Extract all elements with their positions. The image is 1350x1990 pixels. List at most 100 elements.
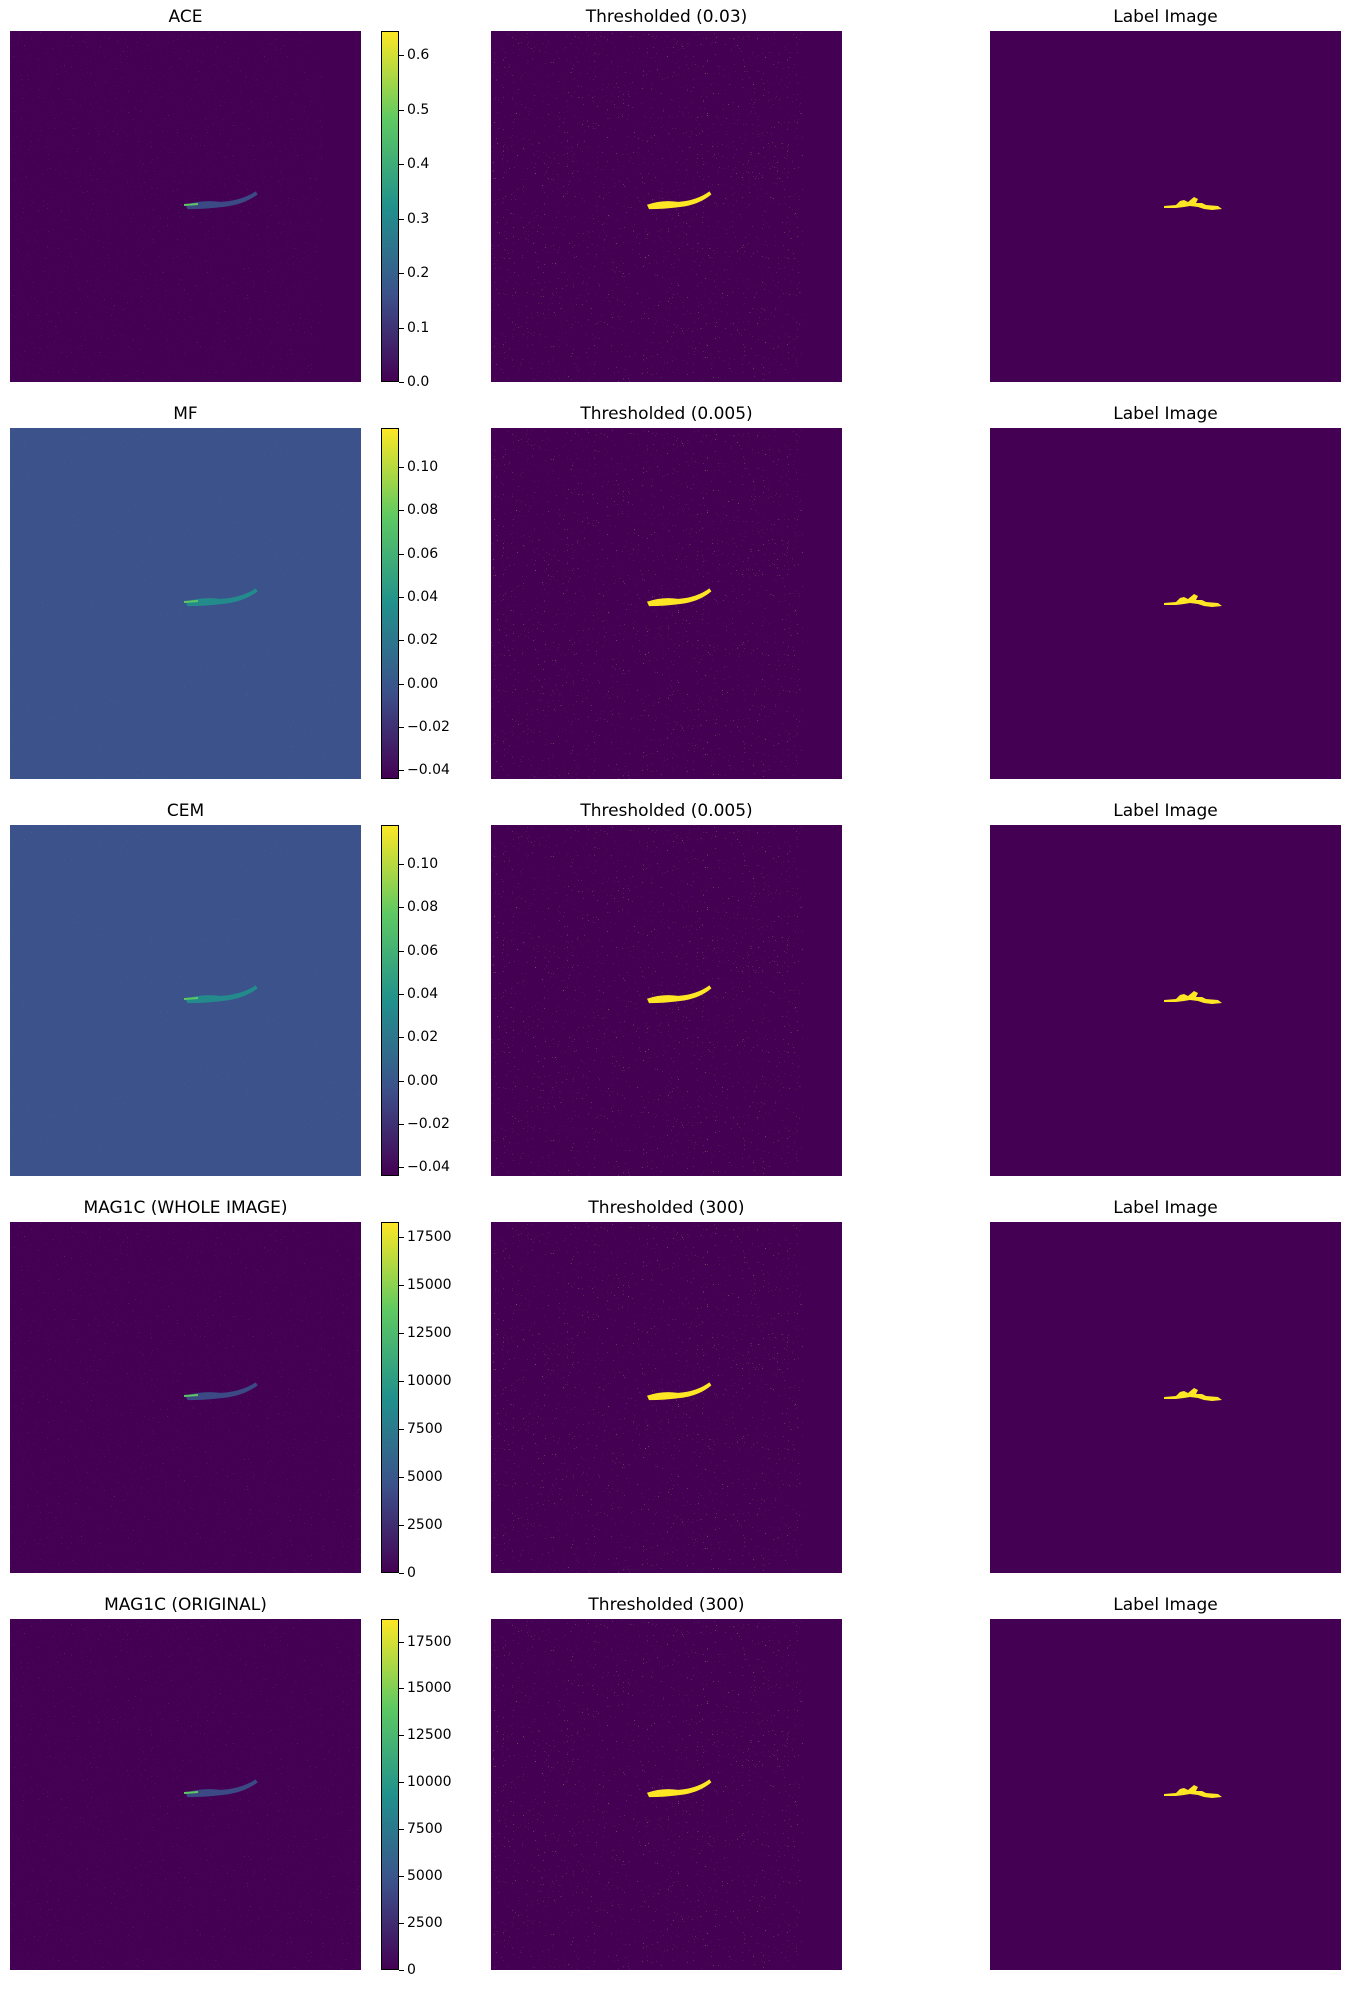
label-image bbox=[990, 1222, 1341, 1573]
colorbar-tick-label: 0.1 bbox=[407, 320, 430, 336]
label-image-title: Label Image bbox=[1113, 7, 1218, 27]
colorbar-tick-label: 0.2 bbox=[407, 265, 430, 281]
colorbar-tick-label: 12500 bbox=[407, 1325, 452, 1341]
score-map-title: MAG1C (WHOLE IMAGE) bbox=[83, 1198, 288, 1218]
label-image bbox=[990, 1619, 1341, 1970]
label-image bbox=[990, 428, 1341, 779]
colorbar-tick-mark bbox=[399, 273, 404, 274]
colorbar-tick-label: 12500 bbox=[407, 1727, 452, 1743]
colorbar-tick-label: 0.00 bbox=[407, 1073, 439, 1089]
colorbar-tick-mark bbox=[399, 1167, 404, 1168]
label-image-title: Label Image bbox=[1113, 1198, 1218, 1218]
colorbar-tick-label: 0.02 bbox=[407, 632, 439, 648]
label-image-title: Label Image bbox=[1113, 404, 1218, 424]
colorbar-tick-mark bbox=[399, 727, 404, 728]
colorbar-tick-label: 0.08 bbox=[407, 899, 439, 915]
thresholded-map-title: Thresholded (0.03) bbox=[585, 7, 748, 27]
colorbar-tick-mark bbox=[399, 1970, 404, 1971]
colorbar bbox=[381, 1222, 399, 1573]
colorbar-tick-label: 17500 bbox=[407, 1229, 452, 1245]
score-map-image bbox=[10, 1222, 361, 1573]
colorbar-tick-label: 0.5 bbox=[407, 102, 430, 118]
colorbar-tick-mark bbox=[399, 55, 404, 56]
thresholded-map-title: Thresholded (0.005) bbox=[580, 404, 753, 424]
colorbar-tick-label: 7500 bbox=[407, 1421, 443, 1437]
thresholded-map-image bbox=[491, 1222, 842, 1573]
colorbar-tick-mark bbox=[399, 1285, 404, 1286]
colorbar-tick-mark bbox=[399, 907, 404, 908]
colorbar-tick-label: 0.3 bbox=[407, 211, 430, 227]
colorbar-tick-label: 5000 bbox=[407, 1469, 443, 1485]
colorbar-tick-mark bbox=[399, 1124, 404, 1125]
colorbar-tick-mark bbox=[399, 994, 404, 995]
colorbar-tick-mark bbox=[399, 1081, 404, 1082]
score-map-title: CEM bbox=[166, 801, 205, 821]
colorbar-tick-label: 0.6 bbox=[407, 47, 430, 63]
colorbar-tick-mark bbox=[399, 1688, 404, 1689]
colorbar bbox=[381, 428, 399, 779]
colorbar-tick-label: 15000 bbox=[407, 1277, 452, 1293]
colorbar-tick-label: 5000 bbox=[407, 1868, 443, 1884]
thresholded-map-title: Thresholded (300) bbox=[588, 1595, 745, 1615]
colorbar bbox=[381, 31, 399, 382]
colorbar-tick-mark bbox=[399, 1573, 404, 1574]
colorbar-tick-label: 0.08 bbox=[407, 502, 439, 518]
colorbar-tick-mark bbox=[399, 1381, 404, 1382]
colorbar-tick-label: −0.04 bbox=[407, 1159, 450, 1175]
colorbar-tick-label: 0.06 bbox=[407, 546, 439, 562]
colorbar-tick-label: 0.00 bbox=[407, 676, 439, 692]
colorbar-tick-mark bbox=[399, 219, 404, 220]
colorbar-tick-mark bbox=[399, 1237, 404, 1238]
score-map-title: MF bbox=[173, 404, 198, 424]
score-map-title: ACE bbox=[168, 7, 203, 27]
colorbar-tick-mark bbox=[399, 1429, 404, 1430]
colorbar-tick-mark bbox=[399, 770, 404, 771]
colorbar-tick-mark bbox=[399, 164, 404, 165]
thresholded-map-image bbox=[491, 825, 842, 1176]
thresholded-map-title: Thresholded (0.005) bbox=[580, 801, 753, 821]
colorbar-tick-mark bbox=[399, 951, 404, 952]
colorbar-tick-label: −0.04 bbox=[407, 762, 450, 778]
colorbar-tick-label: 0.04 bbox=[407, 589, 439, 605]
colorbar-tick-label: 0.02 bbox=[407, 1029, 439, 1045]
colorbar-tick-mark bbox=[399, 510, 404, 511]
colorbar-tick-mark bbox=[399, 382, 404, 383]
colorbar-tick-mark bbox=[399, 597, 404, 598]
label-image-title: Label Image bbox=[1113, 801, 1218, 821]
colorbar bbox=[381, 825, 399, 1176]
score-map-image bbox=[10, 825, 361, 1176]
colorbar-tick-label: −0.02 bbox=[407, 1116, 450, 1132]
colorbar-tick-mark bbox=[399, 467, 404, 468]
colorbar-tick-mark bbox=[399, 1782, 404, 1783]
colorbar-tick-label: 15000 bbox=[407, 1680, 452, 1696]
score-map-image bbox=[10, 31, 361, 382]
label-image bbox=[990, 31, 1341, 382]
colorbar bbox=[381, 1619, 399, 1970]
colorbar-tick-label: 0.4 bbox=[407, 156, 430, 172]
colorbar-tick-label: 10000 bbox=[407, 1774, 452, 1790]
colorbar-tick-label: 10000 bbox=[407, 1373, 452, 1389]
colorbar-tick-label: 2500 bbox=[407, 1517, 443, 1533]
colorbar-tick-label: 17500 bbox=[407, 1634, 452, 1650]
colorbar-tick-mark bbox=[399, 864, 404, 865]
colorbar-tick-label: −0.02 bbox=[407, 719, 450, 735]
colorbar-tick-mark bbox=[399, 1525, 404, 1526]
colorbar-tick-mark bbox=[399, 554, 404, 555]
colorbar-tick-mark bbox=[399, 110, 404, 111]
colorbar-tick-mark bbox=[399, 684, 404, 685]
label-image bbox=[990, 825, 1341, 1176]
colorbar-tick-label: 0.10 bbox=[407, 856, 439, 872]
thresholded-map-image bbox=[491, 1619, 842, 1970]
thresholded-map-image bbox=[491, 428, 842, 779]
colorbar-tick-mark bbox=[399, 1735, 404, 1736]
colorbar-tick-label: 2500 bbox=[407, 1915, 443, 1931]
score-map-title: MAG1C (ORIGINAL) bbox=[104, 1595, 267, 1615]
colorbar-tick-mark bbox=[399, 640, 404, 641]
colorbar-tick-mark bbox=[399, 1829, 404, 1830]
colorbar-tick-mark bbox=[399, 1923, 404, 1924]
colorbar-tick-mark bbox=[399, 1333, 404, 1334]
colorbar-tick-label: 0.04 bbox=[407, 986, 439, 1002]
colorbar-tick-mark bbox=[399, 1876, 404, 1877]
colorbar-tick-label: 0.06 bbox=[407, 943, 439, 959]
thresholded-map-image bbox=[491, 31, 842, 382]
